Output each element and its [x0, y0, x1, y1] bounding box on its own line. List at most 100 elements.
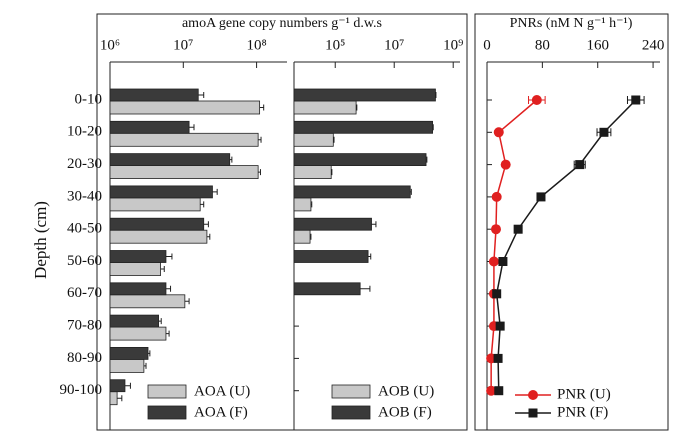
error-bar	[206, 233, 211, 240]
y-tick-label: 90-100	[60, 382, 103, 398]
error-bar	[258, 169, 261, 176]
bar	[293, 165, 332, 180]
point	[536, 192, 546, 202]
y-tick-label: 30-40	[67, 188, 102, 204]
error-bar	[410, 188, 412, 195]
x-tick-label: 10⁷	[173, 37, 193, 53]
x-tick-label: 10⁶	[100, 37, 120, 53]
panel-frame	[474, 13, 669, 431]
point	[500, 159, 511, 170]
point	[492, 289, 502, 299]
error-bar	[331, 169, 333, 176]
bar	[293, 282, 361, 296]
bar	[109, 294, 186, 309]
point	[531, 95, 542, 105]
legend-swatch	[147, 405, 187, 420]
bar	[109, 314, 159, 328]
point	[490, 224, 501, 235]
y-tick-label: 70-80	[67, 318, 102, 334]
error-bar	[432, 124, 434, 131]
error-bar	[198, 92, 205, 98]
error-bar	[165, 330, 170, 337]
error-bar	[229, 156, 233, 163]
line	[495, 99, 637, 391]
legend-marker	[528, 408, 538, 418]
point	[491, 191, 502, 202]
legend-label: PNR (F)	[557, 404, 608, 420]
x-tick-label: 10⁷	[384, 37, 404, 53]
x-tick-label: 10⁹	[443, 37, 463, 53]
error-bar	[368, 253, 372, 260]
y-tick-label: 50-60	[67, 253, 102, 269]
error-bar	[184, 298, 190, 305]
error-bar	[117, 395, 123, 402]
bar	[293, 88, 436, 102]
bar	[109, 326, 167, 341]
bar	[109, 358, 145, 373]
error-bar	[200, 201, 205, 208]
bar	[293, 185, 411, 199]
legend-label: AOA (F)	[194, 404, 248, 420]
legend-label: AOB (F)	[378, 404, 432, 420]
error-bar	[148, 350, 151, 357]
y-tick-label: 40-50	[67, 221, 102, 237]
bar	[109, 346, 149, 360]
bar	[109, 197, 201, 212]
legend-marker	[528, 390, 538, 400]
error-bar	[189, 124, 195, 131]
panel-title: amoA gene copy numbers g⁻¹ d.w.s	[182, 16, 382, 31]
error-bar	[259, 104, 265, 111]
error-bar	[165, 253, 173, 260]
bar	[109, 379, 126, 393]
x-tick-label: 240	[642, 37, 665, 53]
bar	[293, 229, 311, 244]
error-bar	[371, 221, 377, 228]
bar	[109, 153, 231, 167]
bar	[109, 132, 259, 147]
point	[599, 127, 609, 137]
error-bar	[310, 233, 312, 240]
error-bar	[310, 201, 313, 208]
bar	[293, 132, 334, 147]
bar	[109, 165, 259, 180]
error-bar	[160, 266, 165, 272]
bar	[109, 100, 261, 115]
legend-swatch	[331, 384, 371, 399]
y-tick-label: 60-70	[67, 285, 102, 301]
bar	[293, 100, 357, 115]
y-tick-label: 0-10	[75, 91, 103, 107]
bar	[109, 88, 199, 102]
bar	[109, 229, 208, 244]
point	[498, 257, 508, 266]
y-tick-label: 80-90	[67, 350, 102, 366]
bar	[293, 197, 312, 212]
error-bar	[356, 104, 358, 111]
x-tick-label: 0	[483, 37, 491, 53]
point	[575, 160, 585, 170]
point	[486, 385, 497, 396]
error-bar	[360, 285, 371, 292]
bar	[293, 153, 427, 167]
bar	[109, 185, 213, 199]
bar	[293, 250, 369, 263]
y-tick-label: 10-20	[67, 124, 102, 140]
legend-label: AOA (U)	[194, 383, 250, 399]
panel-title: PNRs (nM N g⁻¹ h⁻¹)	[510, 16, 633, 31]
point	[493, 353, 503, 363]
error-bar	[203, 221, 209, 228]
bar	[109, 282, 167, 296]
bar	[109, 262, 161, 276]
point	[495, 321, 505, 331]
x-tick-label: 80	[535, 37, 550, 53]
x-tick-label: 10⁸	[246, 37, 266, 53]
legend-swatch	[147, 384, 187, 399]
error-bar	[426, 156, 428, 163]
bar	[293, 120, 433, 134]
point	[488, 256, 499, 267]
error-bar	[143, 362, 147, 369]
bar	[109, 391, 118, 406]
bar	[109, 120, 190, 134]
point	[494, 386, 504, 396]
error-bar	[333, 136, 335, 143]
